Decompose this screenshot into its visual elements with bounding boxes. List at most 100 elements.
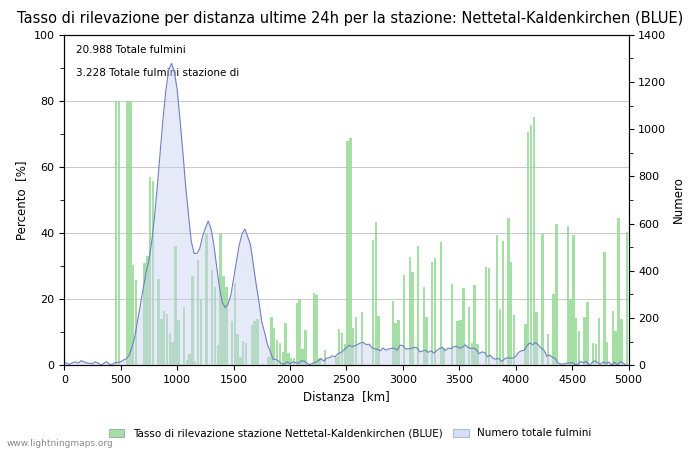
Bar [470, 343, 473, 365]
Bar [426, 317, 428, 365]
Bar [530, 125, 532, 365]
Bar [253, 321, 256, 365]
Bar [239, 356, 241, 365]
Bar [533, 117, 535, 365]
Bar [295, 303, 298, 365]
Bar [324, 350, 326, 365]
Bar [251, 324, 253, 365]
Bar [603, 252, 606, 365]
Bar [237, 334, 239, 365]
Bar [527, 132, 529, 365]
Bar [524, 324, 526, 365]
Bar [617, 218, 620, 365]
Bar [146, 256, 148, 365]
Bar [281, 352, 284, 365]
Bar [584, 317, 586, 365]
Bar [245, 343, 247, 365]
Bar [341, 333, 343, 365]
Bar [355, 317, 357, 365]
Bar [451, 284, 453, 365]
Legend: Tasso di rilevazione stazione Nettetal-Kaldenkirchen (BLUE), Numero totale fulmi: Tasso di rilevazione stazione Nettetal-K… [104, 424, 596, 442]
Bar [188, 355, 191, 365]
Bar [287, 353, 290, 365]
Bar [569, 299, 572, 365]
Bar [290, 358, 293, 365]
Y-axis label: Numero: Numero [672, 176, 685, 223]
Bar [127, 101, 129, 365]
Bar [183, 307, 186, 365]
Bar [152, 180, 154, 365]
Bar [626, 232, 628, 365]
Bar [360, 312, 363, 365]
Bar [304, 330, 307, 365]
Bar [403, 274, 405, 365]
Bar [115, 101, 118, 365]
Bar [149, 177, 151, 365]
Bar [431, 262, 433, 365]
Bar [273, 328, 276, 365]
Bar [225, 287, 228, 365]
Bar [440, 242, 442, 365]
Bar [172, 342, 174, 365]
Bar [276, 340, 279, 365]
Bar [223, 276, 225, 365]
Bar [377, 316, 380, 365]
Bar [372, 240, 375, 365]
Bar [468, 307, 470, 365]
Bar [541, 234, 543, 365]
Text: 20.988 Totale fulmini: 20.988 Totale fulmini [76, 45, 186, 54]
Bar [270, 317, 273, 365]
Bar [318, 359, 321, 365]
Bar [298, 299, 301, 365]
Bar [484, 267, 487, 365]
Text: 3.228 Totale fulmini stazione di: 3.228 Totale fulmini stazione di [76, 68, 239, 78]
Bar [234, 283, 236, 365]
Bar [552, 294, 555, 365]
Bar [174, 246, 176, 365]
Bar [487, 268, 490, 365]
Bar [409, 257, 411, 365]
Bar [163, 311, 165, 365]
Bar [476, 344, 479, 365]
Bar [216, 345, 219, 365]
Y-axis label: Percento  [%]: Percento [%] [15, 160, 28, 240]
Text: Tasso di rilevazione per distanza ultime 24h per la stazione: Nettetal-Kaldenkir: Tasso di rilevazione per distanza ultime… [17, 11, 683, 26]
Bar [211, 270, 214, 365]
Bar [130, 101, 132, 365]
Bar [595, 344, 597, 365]
Bar [160, 319, 162, 365]
Bar [592, 343, 594, 365]
Bar [349, 138, 351, 365]
Bar [279, 343, 281, 365]
Bar [566, 226, 569, 365]
Bar [459, 320, 462, 365]
Bar [191, 276, 194, 365]
Bar [262, 364, 264, 365]
Bar [144, 263, 146, 365]
Bar [205, 234, 208, 365]
Bar [423, 287, 425, 365]
Bar [499, 310, 501, 365]
Bar [456, 321, 459, 365]
Bar [293, 358, 295, 365]
Bar [606, 342, 608, 365]
Bar [199, 299, 202, 365]
Bar [177, 320, 179, 365]
Bar [301, 349, 304, 365]
Bar [555, 224, 558, 365]
Bar [572, 235, 575, 365]
Bar [496, 234, 498, 365]
Bar [394, 324, 397, 365]
Bar [231, 321, 233, 365]
Bar [118, 101, 120, 365]
Bar [620, 320, 622, 365]
Bar [284, 323, 287, 365]
Bar [338, 329, 340, 365]
Bar [510, 262, 512, 365]
Bar [158, 279, 160, 365]
Bar [197, 260, 199, 365]
Bar [462, 288, 465, 365]
Bar [417, 246, 419, 365]
Bar [587, 302, 589, 365]
Bar [612, 311, 614, 365]
